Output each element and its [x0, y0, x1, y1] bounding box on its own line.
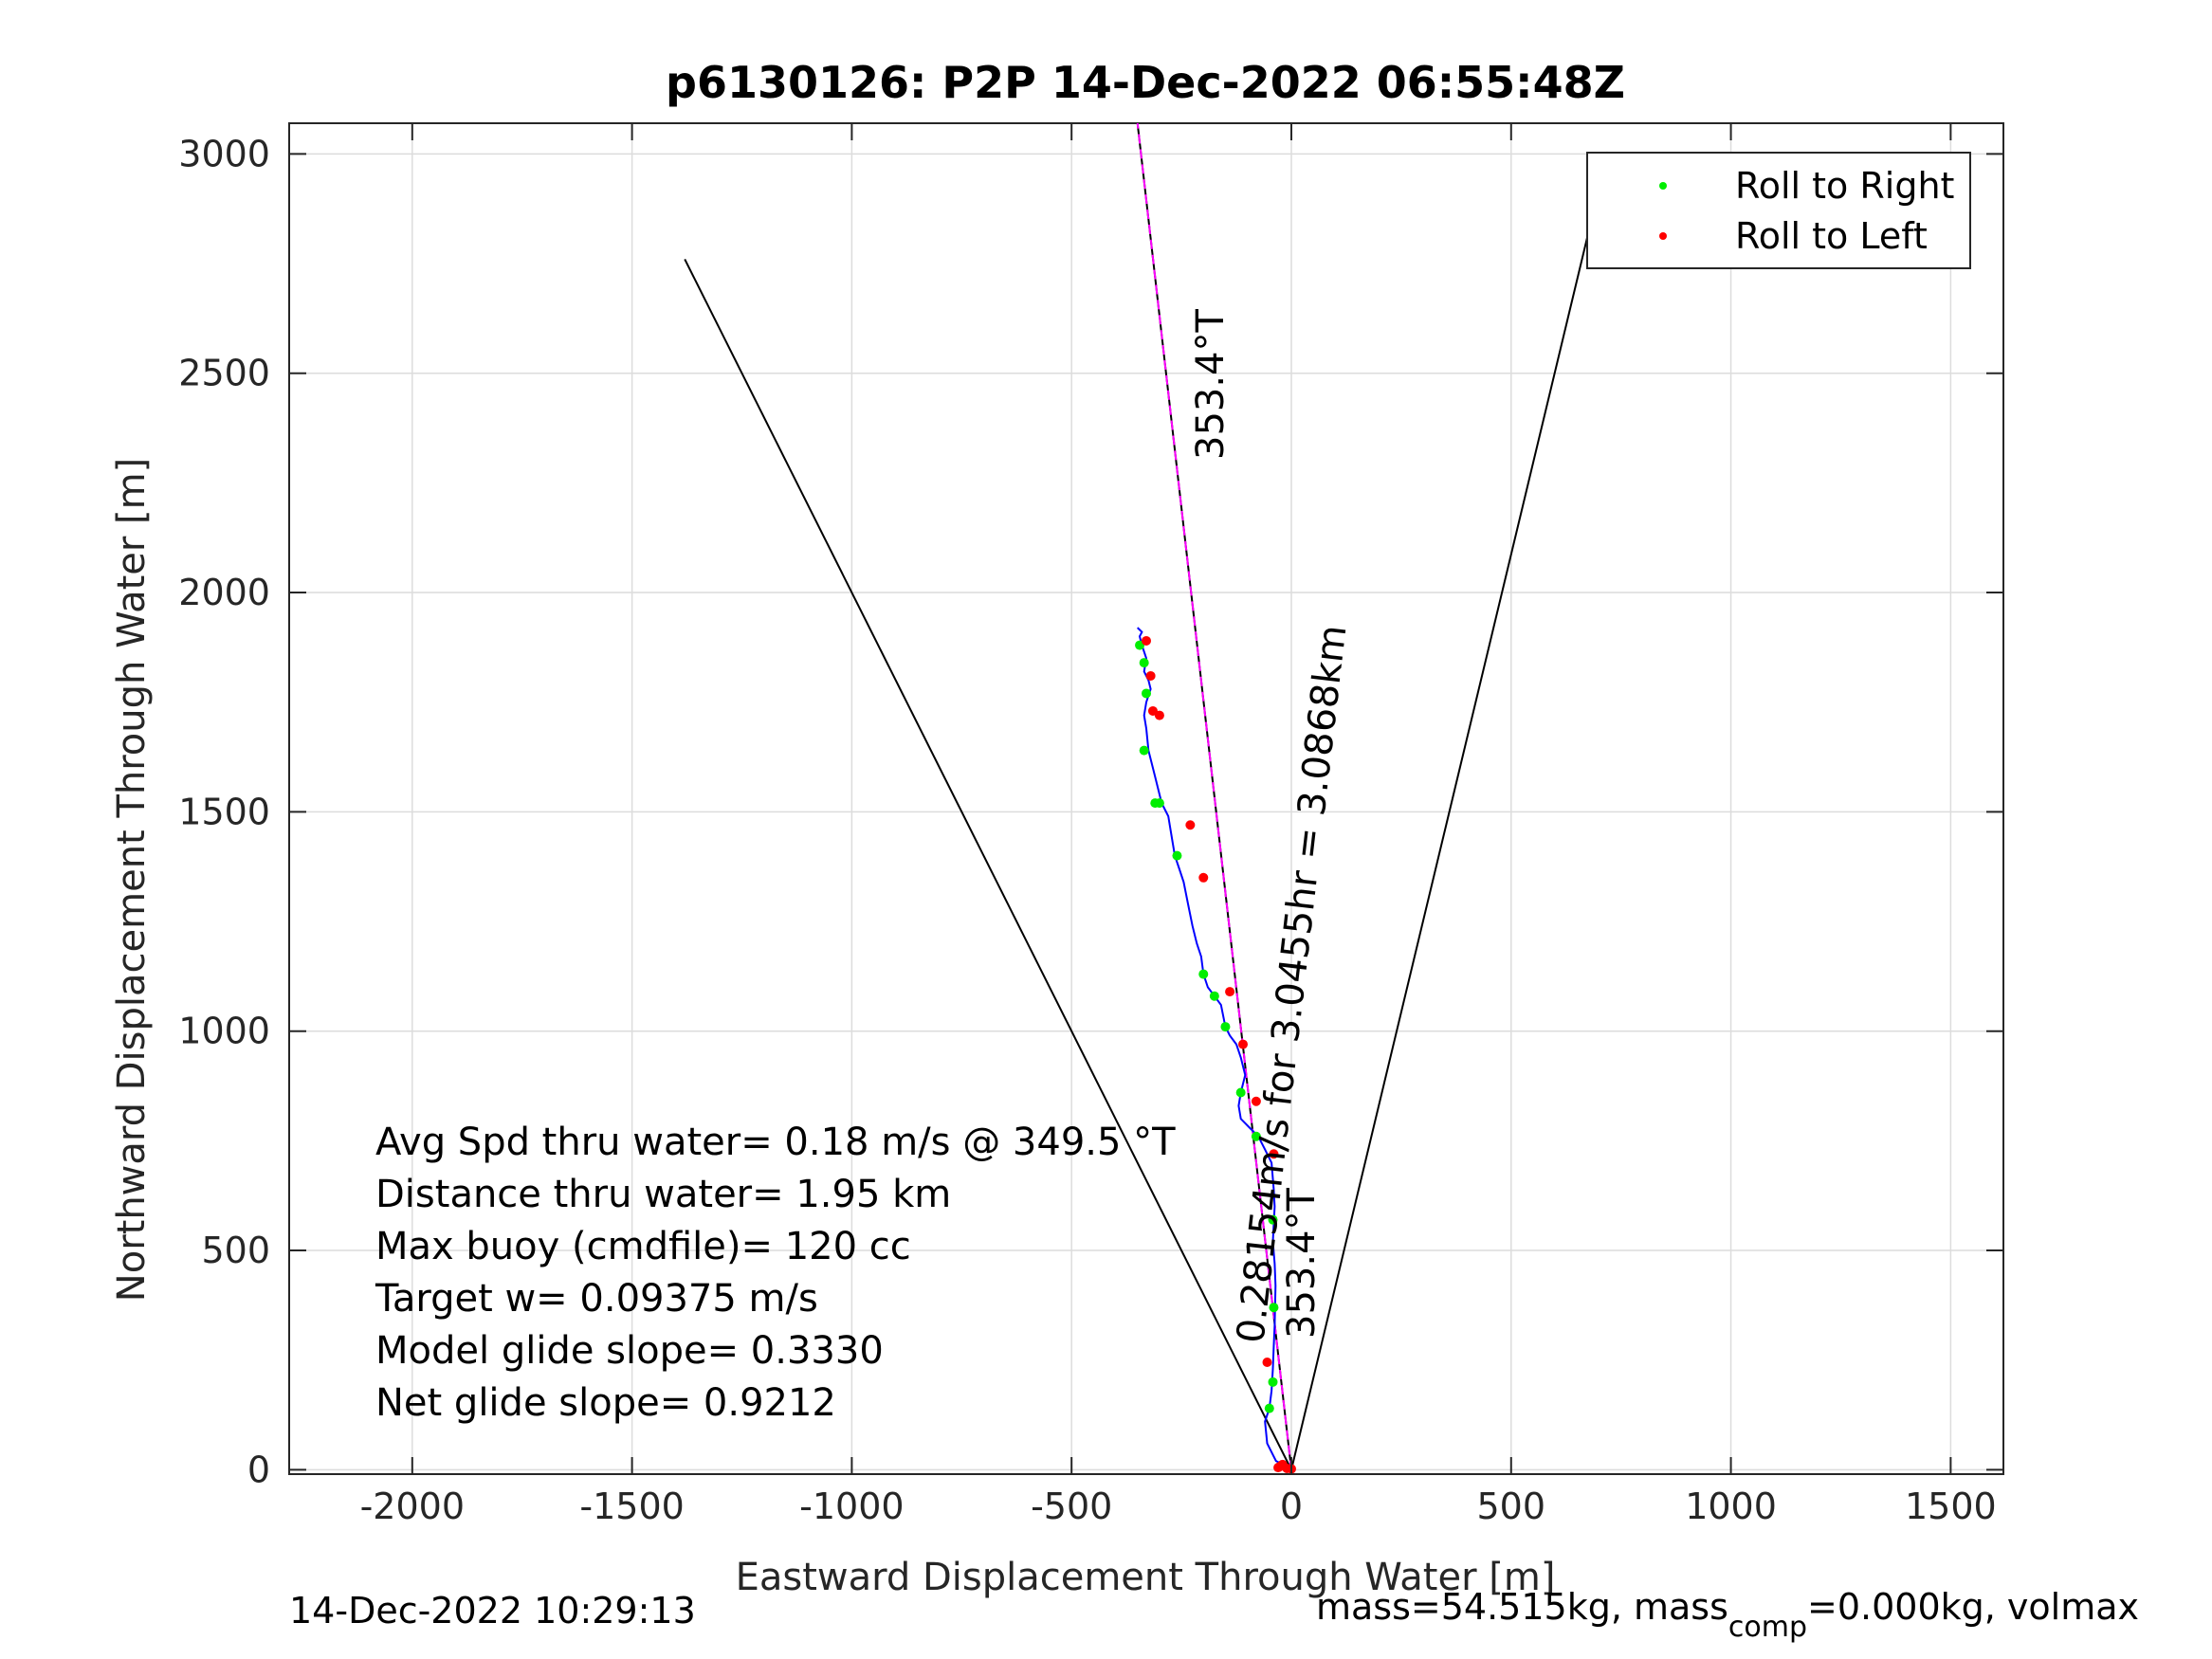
roll-left-point [1262, 1358, 1272, 1368]
roll-right-point [1209, 991, 1219, 1001]
roll-right-point [1142, 688, 1151, 699]
roll-right-point [1150, 798, 1161, 809]
x-axis-label: Eastward Displacement Through Water [m] [736, 1556, 1556, 1599]
heading-line [1136, 122, 1292, 1470]
roll-right-point [1264, 1403, 1274, 1413]
footer-mass-text: mass=54.515kg, masscomp=0.000kg, volmax [1316, 1586, 2139, 1644]
roll-left-point [1142, 635, 1151, 646]
y-tick-label: 1500 [178, 791, 270, 832]
roll-right-point [1139, 658, 1149, 668]
x-tick-label: 1500 [1905, 1486, 1997, 1527]
roll-right-point [1268, 1214, 1278, 1225]
footer-mass-subscript: comp [1728, 1611, 1807, 1644]
legend-box [1586, 152, 1971, 269]
stats-block: Avg Spd thru water= 0.18 m/s @ 349.5 °T … [375, 1121, 1176, 1425]
roll-left-point [1198, 872, 1209, 883]
y-tick-label: 2500 [178, 353, 270, 394]
x-tick-label: -500 [1031, 1486, 1112, 1527]
axis-ticks: -2000 -1500 -1000 -500 0 500 1000 1500 0 500 1000 1… [178, 123, 2003, 1527]
stats-net-glide-slope: Net glide slope= 0.9212 [375, 1381, 836, 1425]
roll-left-point [1251, 1096, 1261, 1106]
legend-label-roll-right: Roll to Right [1735, 165, 1954, 207]
roll-points [1135, 635, 1296, 1474]
footer-timestamp: 14-Dec-2022 10:29:13 [289, 1590, 696, 1632]
heading-annotation-lower: 353.4°T [1280, 1187, 1324, 1339]
legend: Roll to Right Roll to Left [1586, 152, 1971, 269]
y-tick-label: 1000 [178, 1011, 270, 1052]
stats-target-w: Target w= 0.09375 m/s [375, 1277, 818, 1321]
cone-line-0 [684, 258, 1292, 1470]
x-tick-label: 1000 [1685, 1486, 1777, 1527]
y-axis-label: Northward Displacement Through Water [m] [110, 458, 154, 1302]
stats-distance: Distance thru water= 1.95 km [375, 1173, 951, 1216]
heading-line-dashed [1136, 122, 1292, 1470]
x-tick-label: -1500 [579, 1486, 684, 1527]
stats-max-buoy: Max buoy (cmdfile)= 120 cc [375, 1225, 911, 1268]
y-tick-label: 0 [247, 1449, 270, 1490]
roll-right-point [1269, 1303, 1279, 1313]
legend-label-roll-left: Roll to Left [1735, 215, 1928, 257]
x-tick-label: -2000 [360, 1486, 465, 1527]
roll-right-point [1268, 1376, 1278, 1387]
roll-right-point [1139, 745, 1149, 756]
cone-line-1 [1290, 151, 1609, 1470]
roll-right-point [1198, 969, 1209, 979]
legend-marker-roll-right [1659, 182, 1667, 190]
stats-avg-speed: Avg Spd thru water= 0.18 m/s @ 349.5 °T [375, 1121, 1176, 1164]
cone-lines [684, 151, 1609, 1470]
chart-title: p6130126: P2P 14-Dec-2022 06:55:48Z [666, 57, 1625, 108]
x-tick-label: 500 [1477, 1486, 1546, 1527]
footer-mass-part-b: =0.000kg, volmax [1807, 1586, 2139, 1628]
roll-left-point [1269, 1149, 1279, 1159]
legend-marker-roll-left [1659, 232, 1667, 240]
roll-right-point [1220, 1022, 1231, 1032]
roll-left-point [1225, 987, 1235, 997]
roll-left-point [1145, 670, 1156, 681]
roll-left-point [1147, 705, 1158, 716]
roll-left-point [1185, 820, 1196, 830]
roll-right-point [1235, 1087, 1246, 1098]
plot-area [288, 122, 2004, 1475]
x-tick-label: -1000 [799, 1486, 904, 1527]
stats-model-glide-slope: Model glide slope= 0.3330 [375, 1329, 884, 1373]
heading-annotation-upper: 353.4°T [1189, 308, 1233, 460]
x-tick-label: 0 [1280, 1486, 1303, 1527]
y-tick-label: 3000 [178, 133, 270, 174]
roll-left-point [1237, 1039, 1248, 1049]
roll-right-point [1172, 850, 1182, 861]
grid-lines [289, 123, 2003, 1474]
y-tick-label: 500 [201, 1230, 270, 1271]
footer-mass-part-a: mass=54.515kg, mass [1316, 1586, 1728, 1628]
roll-right-point [1251, 1131, 1261, 1141]
y-tick-label: 2000 [178, 572, 270, 613]
